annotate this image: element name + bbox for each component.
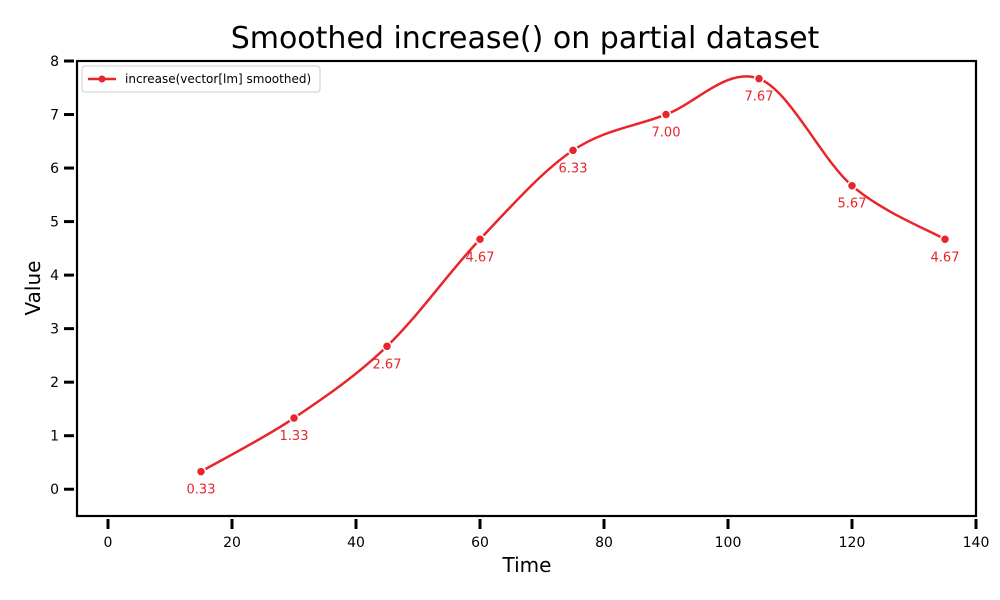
x-axis-label: Time [502,553,552,577]
x-tick-label: 40 [347,535,365,551]
x-tick-label: 120 [839,535,866,551]
chart-title: Smoothed increase() on partial dataset [231,21,820,56]
data-point [846,180,858,191]
legend-box [81,65,321,93]
data-point [195,466,207,477]
y-tick-label: 7 [50,108,59,124]
x-tick-label: 140 [963,535,990,551]
data-point [939,234,951,245]
y-axis-label: Value [21,261,45,316]
legend: increase(vector[lm] smoothed) [81,65,321,93]
x-tick-label: 60 [471,535,489,551]
data-label: 4.67 [931,250,960,265]
y-tick-label: 1 [50,429,59,445]
y-tick-label: 4 [50,268,59,284]
series-layer: 0.33 1.33 2.67 4.67 6.33 7.00 7.67 5.67 4.67 [187,73,960,498]
y-tick-label: 0 [50,482,59,498]
data-point [567,145,579,156]
data-label: 6.33 [559,161,588,176]
y-tick-label: 8 [50,54,59,70]
data-label: 7.00 [652,126,681,141]
x-tick-label: 20 [223,535,241,551]
y-tick-label: 6 [50,161,59,177]
data-point [288,412,300,424]
y-tick-label: 3 [50,322,59,338]
series-line [200,75,946,473]
data-label: 5.67 [838,197,867,212]
data-label: 4.67 [466,250,495,265]
x-ticks: 0 20 40 60 80 100 120 140 [104,519,990,551]
y-tick-label: 5 [50,215,59,231]
data-label: 1.33 [280,429,309,444]
x-tick-label: 0 [104,535,113,551]
x-tick-label: 80 [595,535,613,551]
data-point [474,234,486,245]
x-tick-label: 100 [715,535,742,551]
data-point [381,341,393,352]
data-label: 0.33 [187,483,216,498]
data-label: 2.67 [373,357,402,372]
plot-frame [75,59,978,518]
data-point [660,109,672,120]
data-point [753,73,765,84]
data-label: 7.67 [745,90,774,105]
y-tick-label: 2 [50,375,59,391]
legend-entry: increase(vector[lm] smoothed) [125,72,311,86]
y-ticks: 0 1 2 3 4 5 6 7 8 [50,54,74,498]
legend-swatch-marker [98,75,106,83]
